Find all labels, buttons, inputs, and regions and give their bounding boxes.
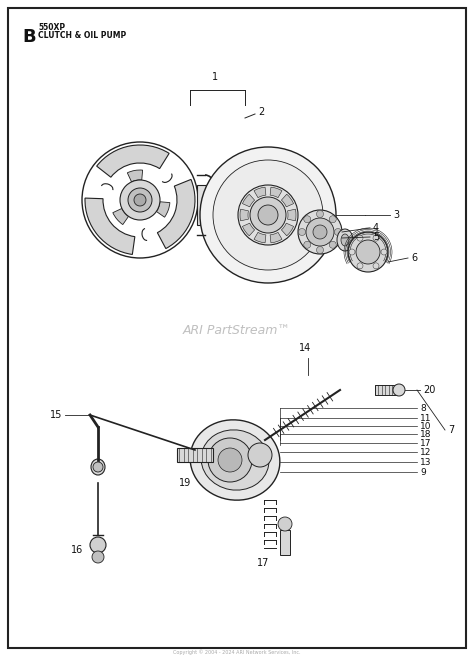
Text: CLUTCH & OIL PUMP: CLUTCH & OIL PUMP [38, 31, 126, 40]
Circle shape [213, 160, 323, 270]
Text: 20: 20 [423, 385, 436, 395]
Wedge shape [242, 223, 255, 236]
Circle shape [357, 235, 363, 241]
Text: 10: 10 [420, 422, 431, 430]
Wedge shape [157, 180, 195, 249]
Text: 5: 5 [373, 232, 379, 242]
Text: 6: 6 [411, 253, 417, 263]
Wedge shape [85, 198, 135, 255]
Text: 4: 4 [373, 223, 379, 233]
Text: 11: 11 [420, 414, 431, 422]
Wedge shape [282, 194, 293, 207]
Circle shape [356, 240, 380, 264]
Circle shape [90, 537, 106, 553]
Circle shape [348, 232, 388, 272]
Circle shape [357, 263, 363, 269]
Circle shape [250, 197, 286, 233]
Circle shape [329, 215, 336, 223]
Ellipse shape [190, 420, 280, 500]
Circle shape [128, 188, 152, 212]
Wedge shape [156, 202, 170, 217]
Text: 1: 1 [212, 72, 218, 82]
Bar [280, 530, 290, 555]
Circle shape [298, 210, 342, 254]
Text: 3: 3 [393, 210, 399, 220]
Wedge shape [113, 208, 128, 225]
Ellipse shape [201, 430, 269, 490]
Wedge shape [128, 170, 143, 182]
Text: 9: 9 [420, 467, 426, 477]
Circle shape [92, 551, 104, 563]
Text: 13: 13 [420, 457, 431, 467]
Circle shape [248, 443, 272, 467]
Circle shape [93, 462, 103, 472]
Text: 12: 12 [420, 448, 431, 457]
Text: 7: 7 [448, 425, 454, 435]
Text: ARI PartStream™: ARI PartStream™ [183, 324, 291, 337]
Wedge shape [97, 145, 169, 177]
Text: 550XP: 550XP [38, 23, 65, 32]
Wedge shape [254, 187, 266, 198]
Wedge shape [282, 223, 293, 236]
Circle shape [373, 263, 379, 269]
Circle shape [304, 215, 311, 223]
Wedge shape [270, 187, 282, 198]
Wedge shape [240, 210, 248, 221]
Circle shape [304, 241, 311, 248]
Circle shape [200, 147, 336, 283]
Text: 17: 17 [257, 558, 269, 568]
Bar [197, 185, 213, 225]
Circle shape [238, 185, 298, 245]
Circle shape [393, 384, 405, 396]
Wedge shape [254, 232, 266, 243]
Circle shape [381, 249, 387, 255]
Text: 14: 14 [299, 343, 311, 353]
Circle shape [349, 249, 355, 255]
Text: 17: 17 [420, 438, 431, 448]
Circle shape [120, 180, 160, 220]
Text: 2: 2 [258, 107, 264, 117]
Text: 19: 19 [179, 478, 191, 488]
Wedge shape [242, 194, 255, 207]
Circle shape [208, 438, 252, 482]
Circle shape [329, 241, 336, 248]
Text: 16: 16 [71, 545, 83, 555]
Circle shape [278, 517, 292, 531]
Circle shape [299, 229, 306, 235]
Text: B: B [22, 28, 36, 46]
Circle shape [258, 205, 278, 225]
Text: 15: 15 [50, 410, 62, 420]
Circle shape [373, 235, 379, 241]
Ellipse shape [341, 234, 349, 246]
Circle shape [218, 448, 242, 472]
Wedge shape [288, 210, 296, 221]
Circle shape [306, 218, 334, 246]
Text: 18: 18 [420, 430, 431, 438]
Text: Copyright © 2004 - 2024 ARI Network Services, Inc.: Copyright © 2004 - 2024 ARI Network Serv… [173, 649, 301, 655]
Bar [177, 448, 213, 462]
Ellipse shape [337, 229, 353, 251]
Wedge shape [270, 232, 282, 243]
Circle shape [317, 210, 323, 217]
Ellipse shape [91, 459, 105, 475]
Text: 8: 8 [420, 404, 426, 412]
Circle shape [335, 229, 341, 235]
Circle shape [317, 247, 323, 253]
Circle shape [134, 194, 146, 206]
Circle shape [313, 225, 327, 239]
Bar [375, 385, 397, 395]
